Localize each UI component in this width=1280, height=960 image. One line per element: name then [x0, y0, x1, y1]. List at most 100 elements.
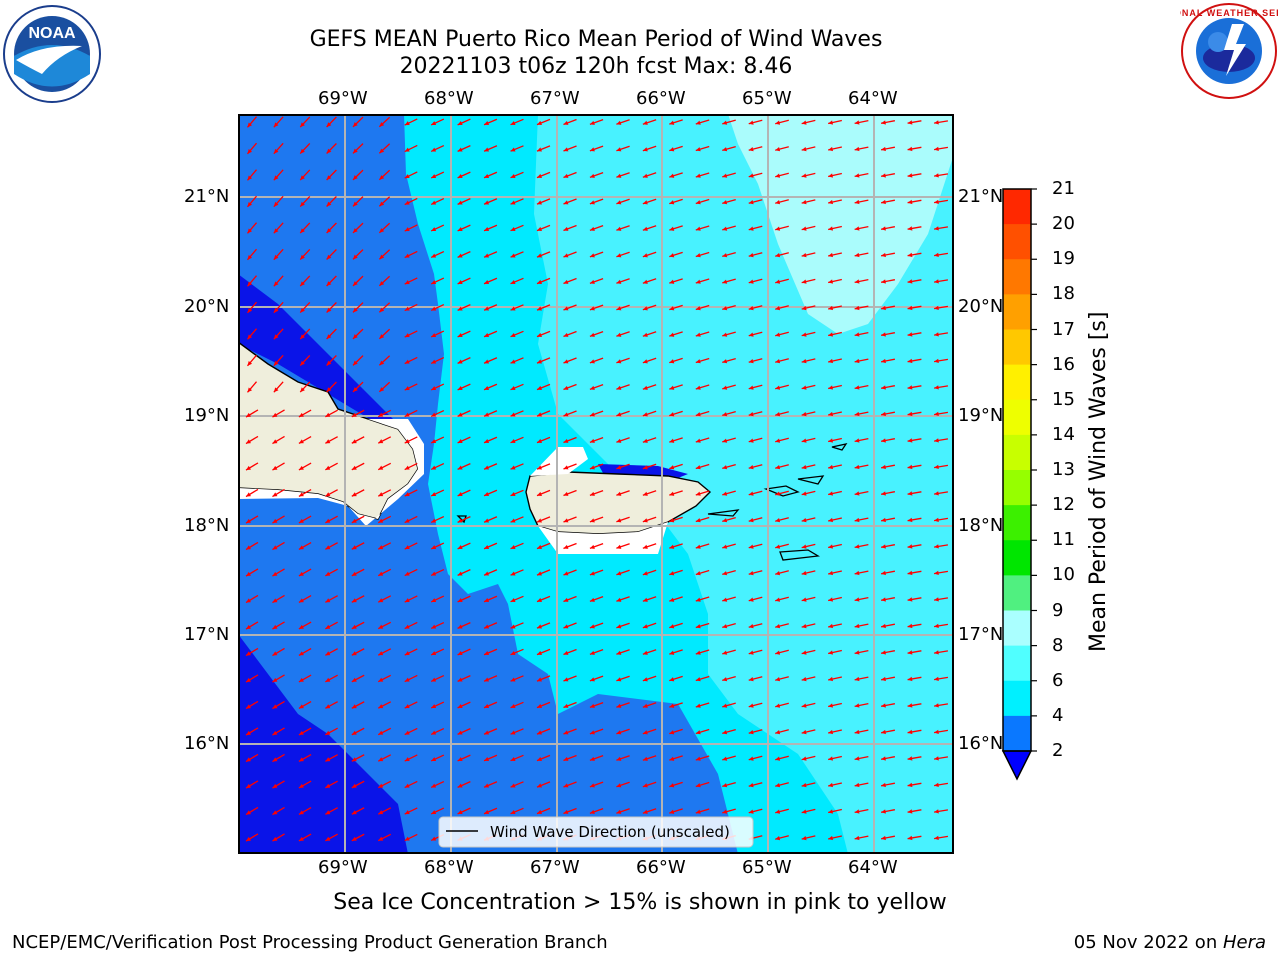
wind-arrow-head — [934, 835, 939, 841]
wind-arrow-head — [907, 120, 913, 125]
wind-arrow-head — [642, 491, 648, 496]
colorbar-tick-label: 20 — [1052, 213, 1075, 235]
wind-arrow-head — [828, 517, 834, 523]
lon-label-top: 67°W — [530, 88, 580, 109]
wind-arrow-head — [352, 281, 358, 286]
wind-arrow-head — [642, 465, 648, 470]
wind-arrow-head — [828, 676, 834, 682]
wind-arrow-head — [854, 597, 860, 602]
wind-arrow-head — [828, 491, 834, 496]
wind-arrow-head — [247, 254, 253, 260]
wind-arrow-head — [246, 545, 251, 550]
wind-arrow-head — [854, 703, 860, 708]
wind-arrow-head — [801, 491, 807, 496]
wind-arrow-head — [404, 412, 410, 417]
wind-arrow-head — [854, 835, 860, 841]
wind-arrow-head — [484, 544, 490, 549]
wind-arrow-head — [801, 809, 807, 814]
wind-arrow-head — [642, 624, 648, 629]
wind-arrow-head — [404, 783, 410, 788]
wind-arrow-head — [934, 570, 939, 576]
wind-arrow-head — [828, 146, 834, 152]
wind-arrow-head — [748, 306, 754, 311]
wind-arrow-head — [775, 491, 781, 496]
wind-arrow-head — [589, 518, 595, 523]
wind-arrow-head — [325, 651, 331, 656]
wind-arrow-head — [484, 491, 490, 496]
wind-arrow-head — [536, 173, 542, 178]
wind-arrow-head — [352, 175, 358, 180]
wind-arrow-head — [246, 624, 251, 630]
wind-arrow-head — [934, 809, 939, 814]
wind-arrow-head — [722, 544, 728, 549]
wind-arrow-head — [431, 651, 437, 656]
no-data-patch-pr — [530, 447, 668, 554]
wind-arrow-head — [352, 122, 358, 127]
wind-arrow-head — [326, 281, 332, 287]
wind-arrow-head — [934, 597, 939, 602]
wind-arrow-head — [722, 465, 728, 470]
wind-arrow-head — [854, 279, 860, 284]
wind-arrow-head — [247, 201, 253, 207]
wind-arrow-head — [298, 730, 304, 735]
wind-arrow-head — [669, 544, 675, 549]
wind-arrow-head — [907, 544, 913, 549]
wind-arrow-head — [748, 809, 754, 814]
wind-arrow-head — [722, 438, 728, 443]
wind-arrow-head — [300, 254, 305, 260]
wind-arrow-head — [722, 571, 728, 576]
lon-label-top: 69°W — [318, 88, 368, 109]
sea-ice-note: Sea Ice Concentration > 15% is shown in … — [333, 890, 947, 915]
colorbar-tick-label: 6 — [1052, 669, 1064, 691]
wind-arrow-head — [854, 199, 860, 205]
wind-arrow-head — [695, 624, 701, 629]
wind-arrow-head — [510, 306, 516, 311]
wind-arrow-head — [722, 226, 728, 231]
wind-arrow-head — [828, 835, 834, 841]
wind-arrow-head — [881, 464, 886, 470]
wind-arrow-head — [669, 465, 675, 470]
wind-arrow-head — [325, 757, 331, 762]
noaa-logo: NOAA — [2, 4, 102, 104]
wind-arrow-head — [669, 650, 675, 655]
wind-arrow-head — [616, 571, 622, 576]
wind-arrow-head — [616, 438, 622, 443]
wind-arrow-head — [298, 598, 304, 603]
wind-arrow-head — [326, 387, 332, 393]
wind-arrow-head — [563, 650, 569, 655]
wind-arrow-head — [748, 703, 754, 708]
wind-arrow-head — [246, 412, 251, 418]
wind-arrow-head — [828, 279, 834, 284]
wind-arrow-head — [801, 279, 807, 284]
wind-arrow-head — [881, 120, 886, 125]
wind-arrow-head — [775, 358, 781, 364]
wind-arrow-head — [510, 624, 516, 629]
wind-arrow-head — [748, 518, 754, 523]
wind-arrow-head — [881, 146, 886, 152]
wind-arrow-head — [775, 809, 781, 814]
wind-arrow-head — [246, 757, 251, 762]
wind-arrow-head — [325, 783, 331, 788]
wind-arrow-head — [828, 782, 834, 788]
wind-arrow-head — [642, 253, 648, 258]
wind-arrow-head — [536, 120, 542, 125]
wind-arrow-head — [589, 544, 595, 549]
wind-arrow-head — [326, 122, 332, 128]
wind-arrow-head — [298, 518, 304, 523]
wind-arrow-head — [273, 201, 279, 207]
wind-arrow-head — [695, 385, 701, 390]
wind-arrow-head — [828, 623, 834, 629]
wind-arrow-head — [510, 279, 516, 284]
wind-arrow-head — [563, 756, 569, 761]
wind-arrow-head — [457, 704, 463, 709]
wind-arrow-head — [616, 809, 622, 814]
wind-arrow-head — [616, 491, 622, 496]
wind-arrow-head — [722, 279, 728, 284]
wind-arrow-head — [351, 704, 357, 709]
wind-arrow-head — [272, 651, 278, 656]
wind-arrow-head — [246, 677, 251, 683]
wind-arrow-head — [563, 491, 569, 496]
wind-arrow-head — [775, 438, 781, 443]
wind-arrow-head — [298, 757, 304, 762]
nws-logo: NATIONAL WEATHER SERVICE — [1150, 2, 1280, 100]
